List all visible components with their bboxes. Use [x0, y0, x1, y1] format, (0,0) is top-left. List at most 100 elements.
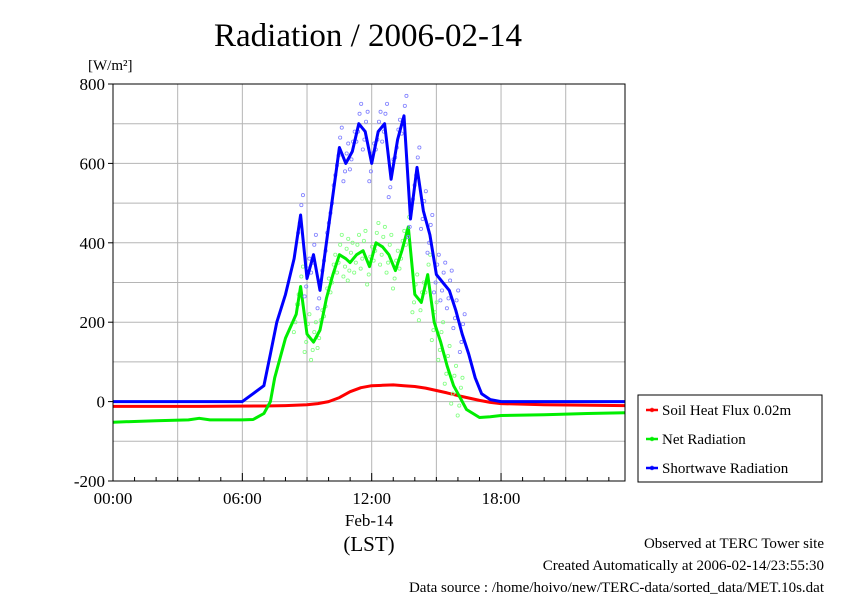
data-point [431, 328, 436, 333]
x-tick-label: 18:00 [482, 489, 521, 508]
data-point [307, 312, 312, 317]
plot-frame [112, 83, 626, 482]
legend-label: Net Radiation [662, 432, 746, 448]
data-point [404, 93, 409, 98]
data-point [457, 349, 462, 354]
data-point [431, 290, 436, 295]
data-point [412, 300, 417, 305]
data-point [376, 119, 381, 124]
data-point [429, 338, 434, 343]
data-point [391, 286, 396, 291]
data-point [357, 111, 362, 116]
data-point [381, 234, 386, 239]
data-point [395, 248, 400, 253]
chart-title: Radiation / 2006-02-14 [214, 18, 522, 54]
data-point [304, 284, 309, 289]
data-point [344, 246, 349, 251]
data-point [312, 330, 317, 335]
data-point [387, 242, 392, 247]
data-point [423, 189, 428, 194]
data-point [341, 274, 346, 279]
data-point [357, 232, 362, 237]
data-point [304, 340, 309, 345]
data-point [309, 357, 314, 362]
data-point [449, 401, 454, 406]
data-point [334, 270, 339, 275]
y-tick-label: -200 [74, 472, 105, 491]
data-point [300, 193, 305, 198]
data-point [447, 344, 452, 349]
data-point [392, 276, 397, 281]
data-point [397, 117, 402, 122]
data-point [367, 179, 372, 184]
data-point [339, 232, 344, 237]
data-point [452, 373, 457, 378]
x-tick-label: 12:00 [352, 489, 391, 508]
data-point [385, 101, 390, 106]
data-point [386, 195, 391, 200]
data-point [343, 169, 348, 174]
data-point [407, 224, 412, 229]
data-point [462, 312, 467, 317]
data-point [360, 147, 365, 152]
series-line [113, 383, 626, 408]
data-point [436, 252, 441, 257]
y-tick-label: 800 [80, 75, 106, 94]
data-point [317, 296, 322, 301]
data-point [458, 385, 463, 390]
x-date-label: Feb-14 [345, 511, 394, 530]
data-point [333, 252, 338, 257]
x-tick-label: 00:00 [94, 489, 133, 508]
data-point [302, 349, 307, 354]
data-point [441, 270, 446, 275]
legend-label: Shortwave Radiation [662, 461, 789, 477]
data-point [366, 272, 371, 277]
y-axis: -200 0 200 400 600 800 [74, 75, 113, 491]
data-point [450, 391, 455, 396]
data-point [315, 306, 320, 311]
series-shortwave-radiation [113, 93, 625, 404]
x-axis-label: (LST) [343, 532, 394, 556]
data-point [338, 242, 343, 247]
y-tick-label: 600 [80, 154, 106, 173]
data-point [416, 318, 421, 323]
data-point [451, 326, 456, 331]
data-point [302, 294, 307, 299]
data-point [355, 242, 360, 247]
x-axis: 00:00 06:00 12:00 18:00 [94, 473, 610, 508]
data-point [326, 276, 331, 281]
data-point [349, 157, 354, 162]
data-point [368, 169, 373, 174]
data-point [428, 222, 433, 227]
data-point [389, 232, 394, 237]
data-point [374, 230, 379, 235]
data-point [365, 109, 370, 114]
data-point [348, 250, 353, 255]
x-tick-label: 06:00 [223, 489, 262, 508]
data-point [299, 203, 304, 208]
y-axis-label: [W/m²] [88, 58, 132, 74]
data-point [443, 260, 448, 265]
data-point [361, 238, 366, 243]
data-point [456, 288, 461, 293]
data-point [307, 256, 312, 261]
series-layer [112, 93, 626, 424]
data-point [291, 330, 296, 335]
data-point [384, 270, 389, 275]
data-point [445, 353, 450, 358]
data-point [442, 381, 447, 386]
data-point [341, 179, 346, 184]
y-tick-label: 400 [80, 234, 106, 253]
legend-label: Soil Heat Flux 0.02m [662, 403, 792, 419]
footer-created: Created Automatically at 2006-02-14/23:5… [542, 558, 824, 574]
data-point [461, 322, 466, 327]
legend: Soil Heat Flux 0.02m Net Radiation Shortwa… [637, 394, 823, 483]
data-point [358, 266, 363, 271]
data-point [410, 310, 415, 315]
data-point [350, 240, 355, 245]
data-point [338, 135, 343, 140]
data-point [359, 101, 364, 106]
data-point [382, 224, 387, 229]
data-point [347, 268, 352, 273]
